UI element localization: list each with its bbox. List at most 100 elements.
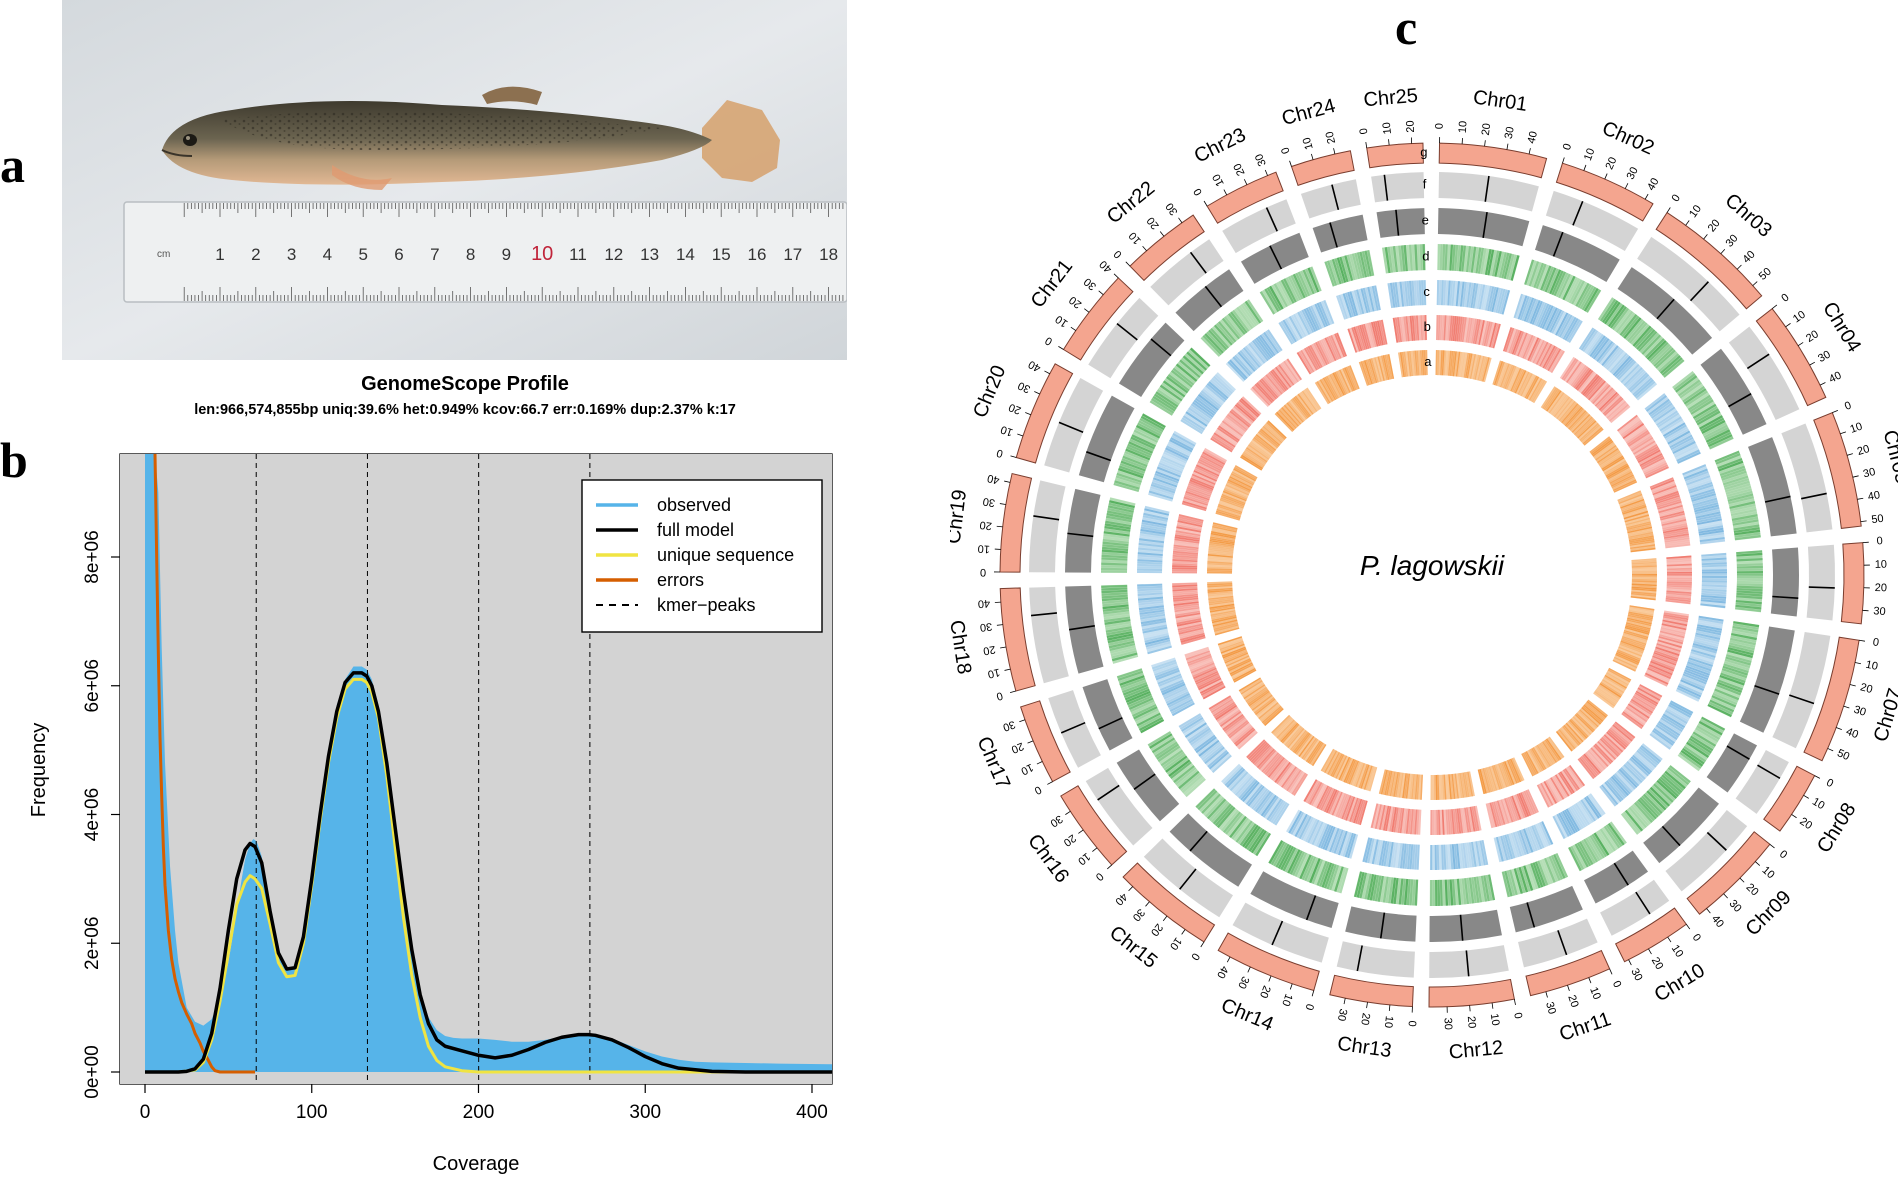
density-bin (1294, 733, 1311, 754)
density-bin (1595, 742, 1615, 762)
density-bin (1650, 479, 1675, 490)
density-bin (1170, 369, 1193, 388)
scale-tick (1857, 497, 1864, 500)
density-bin (1211, 754, 1232, 773)
track-e-Chr01 (1437, 208, 1530, 247)
density-bin (1698, 527, 1724, 534)
density-bin (1208, 545, 1234, 550)
density-bin (1732, 625, 1759, 633)
density-bin (1660, 717, 1683, 733)
density-bin (1459, 281, 1465, 307)
density-bin (1701, 594, 1727, 599)
density-bin (1487, 766, 1496, 792)
density-bin (1147, 645, 1172, 655)
density-bin (1389, 806, 1395, 832)
scale-tick (1247, 966, 1251, 973)
density-bin (1586, 332, 1602, 355)
density-bin (1193, 667, 1217, 680)
density-bin (1358, 288, 1367, 314)
density-bin (1339, 794, 1350, 819)
density-bin (1658, 414, 1681, 430)
density-bin (1227, 479, 1251, 492)
density-bin (1729, 640, 1756, 648)
density-bin (1156, 389, 1180, 406)
density-bin (1321, 862, 1333, 888)
scale-label: 10 (1582, 147, 1598, 163)
scale-tick (1388, 139, 1390, 146)
density-bin (1384, 247, 1391, 274)
density-bin (1557, 399, 1575, 421)
density-bin (1251, 788, 1269, 810)
density-bin (1658, 720, 1681, 737)
track-f-Chr01 (1438, 172, 1539, 212)
density-bin (1208, 600, 1234, 606)
density-bin (1226, 718, 1247, 736)
density-bin (1343, 758, 1355, 783)
density-bin (1211, 377, 1232, 396)
track-b-Chr22 (1250, 358, 1303, 407)
density-bin (1686, 475, 1711, 486)
scale-tick (1685, 220, 1690, 226)
density-bin (1126, 446, 1152, 459)
density-bin (1173, 595, 1199, 600)
density-bin (1241, 824, 1259, 848)
density-bin (1372, 874, 1380, 901)
density-bin (1604, 461, 1628, 476)
density-bin (1501, 871, 1511, 898)
density-bin (1628, 613, 1653, 620)
density-bin (1140, 616, 1166, 622)
density-bin (1299, 854, 1312, 880)
density-bin (1256, 792, 1274, 814)
density-bin (1207, 555, 1233, 560)
density-bin (1115, 475, 1142, 486)
density-bin (1628, 372, 1648, 391)
density-bin (1323, 788, 1336, 813)
density-bin (1554, 774, 1570, 797)
density-bin (1644, 674, 1668, 687)
density-bin (1207, 564, 1233, 568)
scale-label: 0 (1043, 334, 1054, 347)
density-bin (1475, 841, 1482, 867)
density-bin (1532, 380, 1547, 404)
density-bin (1488, 322, 1497, 348)
density-bin (1228, 661, 1253, 674)
density-bin (1701, 586, 1727, 590)
density-bin (1316, 860, 1328, 887)
density-bin (1284, 318, 1299, 342)
density-bin (1516, 793, 1528, 818)
density-bin (1569, 411, 1588, 431)
scale-tick (1223, 189, 1228, 196)
density-bin (1356, 871, 1365, 898)
density-bin (1387, 806, 1394, 832)
density-bin (1631, 585, 1657, 588)
density-bin (1544, 739, 1561, 761)
density-bin (1565, 808, 1581, 832)
density-bin (1501, 289, 1511, 315)
density-bin (1229, 359, 1248, 379)
density-bin (1535, 263, 1547, 289)
scale-label: 0 (980, 566, 986, 578)
density-bin (1624, 809, 1644, 832)
density-bin (1361, 251, 1370, 277)
density-bin (1612, 477, 1636, 490)
density-bin (1447, 844, 1452, 870)
density-bin (1215, 322, 1235, 344)
density-bin (1273, 367, 1290, 389)
density-bin (1215, 428, 1238, 445)
density-bin (1216, 372, 1236, 391)
scale-tick (1128, 886, 1134, 892)
density-bin (1442, 879, 1446, 906)
density-bin (1296, 734, 1314, 756)
density-bin (1353, 762, 1364, 787)
density-bin (1496, 763, 1506, 789)
density-bin (1111, 650, 1137, 659)
density-bin (1370, 321, 1379, 347)
density-bin (1262, 796, 1279, 818)
scale-tick (1528, 148, 1531, 155)
density-bin (1257, 380, 1276, 401)
density-bin (1370, 803, 1379, 829)
density-bin (1623, 764, 1643, 784)
density-bin (1631, 589, 1657, 594)
density-bin (1139, 609, 1165, 615)
density-bin (1199, 791, 1220, 813)
